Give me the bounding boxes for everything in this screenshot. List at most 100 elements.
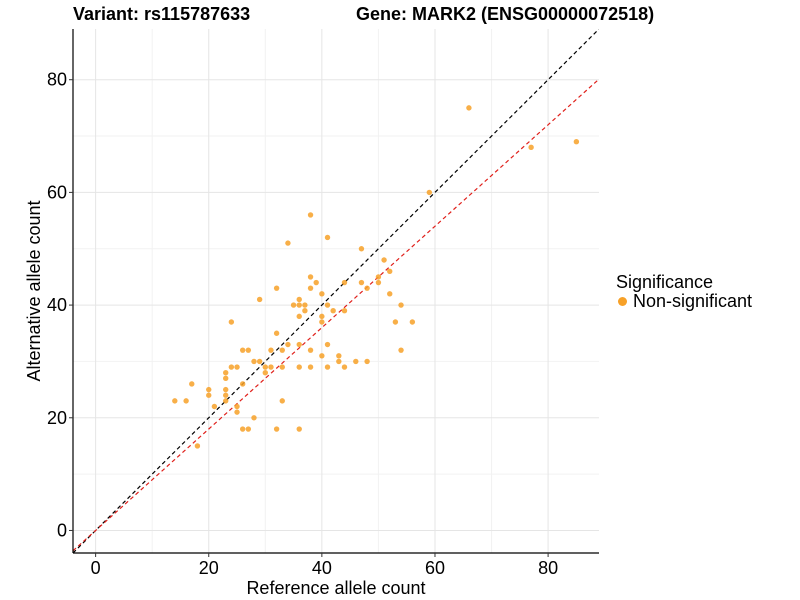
legend-dot-icon bbox=[618, 297, 627, 306]
data-point bbox=[409, 319, 416, 325]
x-tick-label: 20 bbox=[199, 558, 219, 578]
reference-lines bbox=[73, 29, 599, 553]
data-point bbox=[279, 347, 285, 353]
data-point bbox=[528, 144, 534, 151]
data-point bbox=[324, 234, 331, 241]
data-point bbox=[273, 426, 280, 432]
data-point bbox=[307, 347, 314, 353]
data-point bbox=[358, 279, 365, 286]
data-point bbox=[245, 426, 252, 432]
data-points bbox=[172, 105, 580, 449]
data-point bbox=[296, 426, 302, 432]
data-point bbox=[319, 291, 325, 297]
data-point bbox=[273, 285, 280, 291]
data-point bbox=[279, 364, 285, 370]
data-point bbox=[206, 386, 212, 393]
x-tick-label: 40 bbox=[312, 558, 332, 578]
data-point bbox=[319, 313, 325, 320]
data-point bbox=[364, 285, 370, 291]
y-axis-label: Alternative allele count bbox=[24, 200, 44, 381]
data-point bbox=[358, 246, 365, 252]
y-tick-label: 60 bbox=[47, 182, 67, 202]
x-tick-label: 80 bbox=[538, 558, 558, 578]
data-point bbox=[211, 403, 218, 410]
data-point bbox=[387, 291, 393, 297]
data-point bbox=[183, 398, 189, 404]
data-point bbox=[296, 341, 302, 348]
data-point bbox=[381, 257, 387, 263]
data-point bbox=[319, 353, 325, 359]
x-tick-label: 0 bbox=[91, 558, 101, 578]
y-tick-label: 40 bbox=[47, 295, 67, 315]
data-point bbox=[268, 347, 274, 353]
data-point bbox=[466, 105, 472, 111]
data-point bbox=[273, 330, 280, 336]
data-point bbox=[223, 398, 229, 404]
data-point bbox=[353, 358, 359, 365]
data-point bbox=[234, 403, 240, 410]
data-point bbox=[223, 375, 229, 382]
data-point bbox=[262, 364, 269, 370]
data-point bbox=[336, 358, 342, 365]
data-point bbox=[398, 302, 404, 308]
data-point bbox=[223, 369, 229, 376]
data-point bbox=[313, 279, 319, 286]
data-point bbox=[336, 353, 342, 359]
data-point bbox=[398, 347, 404, 353]
data-point bbox=[307, 285, 314, 291]
data-point bbox=[234, 364, 240, 370]
data-point bbox=[256, 296, 263, 303]
data-point bbox=[324, 341, 331, 348]
grid-lines bbox=[73, 29, 599, 553]
data-point bbox=[341, 364, 348, 370]
identity-line bbox=[73, 29, 599, 553]
data-point bbox=[194, 443, 201, 449]
data-point bbox=[426, 189, 433, 196]
chart-title-gene: Gene: MARK2 (ENSG00000072518) bbox=[356, 4, 655, 24]
data-point bbox=[239, 381, 246, 387]
data-point bbox=[256, 358, 263, 365]
data-point bbox=[239, 347, 246, 353]
data-point bbox=[172, 398, 178, 404]
data-point bbox=[302, 308, 308, 314]
data-point bbox=[223, 386, 229, 393]
data-point bbox=[319, 319, 325, 325]
data-point bbox=[228, 364, 235, 370]
data-point bbox=[307, 212, 314, 218]
data-point bbox=[573, 138, 580, 145]
data-point bbox=[251, 358, 257, 365]
regression-line bbox=[73, 78, 599, 552]
axes bbox=[72, 29, 599, 554]
data-point bbox=[206, 392, 212, 398]
data-point bbox=[296, 302, 302, 308]
data-point bbox=[324, 302, 331, 308]
x-axis-label: Reference allele count bbox=[246, 578, 425, 598]
legend-item-label: Non-significant bbox=[633, 291, 753, 311]
data-point bbox=[251, 415, 257, 421]
data-point bbox=[290, 302, 297, 308]
data-point bbox=[245, 347, 252, 353]
data-point bbox=[239, 426, 246, 432]
data-point bbox=[228, 319, 235, 325]
data-point bbox=[302, 302, 308, 308]
data-point bbox=[392, 319, 399, 325]
data-point bbox=[375, 274, 382, 280]
tick-labels: 0 20 40 60 80 0 20 40 60 80 bbox=[47, 70, 558, 578]
y-tick-label: 0 bbox=[57, 520, 67, 540]
data-point bbox=[296, 296, 302, 303]
legend-title: Significance bbox=[616, 272, 714, 292]
data-point bbox=[279, 398, 285, 404]
data-point bbox=[341, 308, 348, 314]
data-point bbox=[285, 240, 291, 246]
data-point bbox=[387, 268, 393, 274]
x-tick-label: 60 bbox=[425, 558, 445, 578]
data-point bbox=[223, 392, 229, 398]
data-point bbox=[268, 364, 274, 370]
data-point bbox=[285, 341, 291, 348]
data-point bbox=[341, 279, 348, 286]
legend-item-non-significant: Non-significant bbox=[616, 291, 752, 312]
data-point bbox=[364, 358, 370, 365]
data-point bbox=[262, 369, 269, 376]
y-tick-label: 20 bbox=[47, 408, 67, 428]
